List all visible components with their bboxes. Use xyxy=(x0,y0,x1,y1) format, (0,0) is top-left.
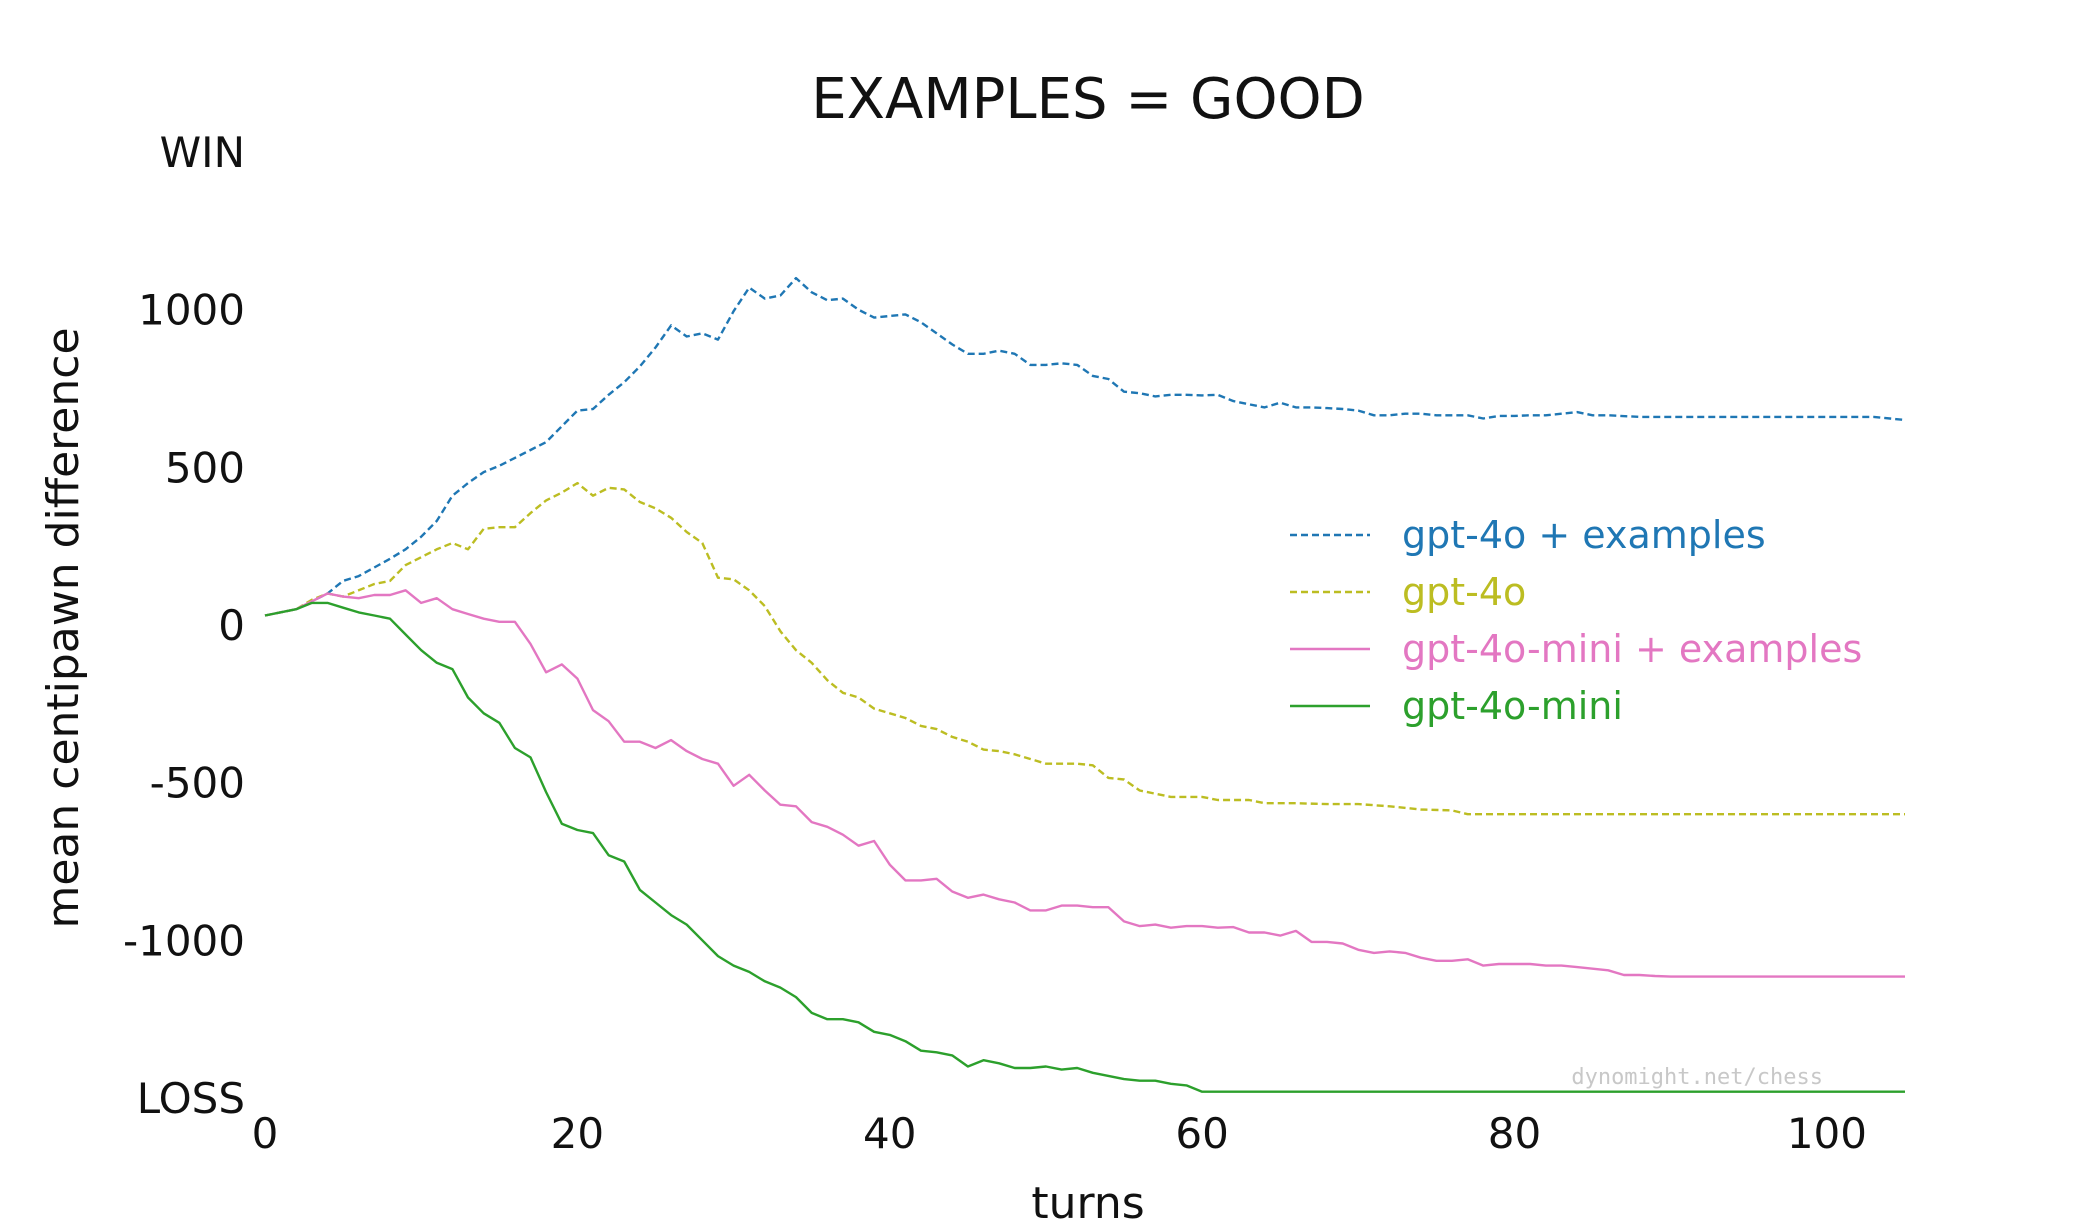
y-tick-label: -1000 xyxy=(123,916,245,965)
y-tick-label: 500 xyxy=(165,443,245,492)
series-line xyxy=(264,601,1905,1093)
legend-entry: gpt-4o + examples xyxy=(1402,513,1766,557)
x-tick-label: 60 xyxy=(1175,1109,1228,1158)
x-tick-label: 80 xyxy=(1488,1109,1541,1158)
series-line xyxy=(264,481,1905,816)
y-tick-label: 0 xyxy=(218,601,245,650)
x-tick-label: 40 xyxy=(863,1109,916,1158)
y-axis-ticks: WIN 1000 500 0 -500 -1000 LOSS xyxy=(123,128,245,1123)
x-axis-label: turns xyxy=(1031,1178,1144,1225)
series-lines xyxy=(264,276,1906,1093)
legend-entry: gpt-4o-mini xyxy=(1402,684,1623,728)
x-axis-ticks: 0 20 40 60 80 100 xyxy=(252,1109,1867,1158)
y-tick-label: 1000 xyxy=(138,286,245,335)
y-axis-label: mean centipawn difference xyxy=(38,327,89,928)
legend: gpt-4o + examples gpt-4o gpt-4o-mini + exa… xyxy=(1290,513,1862,728)
chart-title: EXAMPLES = GOOD xyxy=(811,67,1364,132)
y-tick-label: -500 xyxy=(150,759,245,808)
x-tick-label: 100 xyxy=(1787,1109,1867,1158)
x-tick-label: 20 xyxy=(551,1109,604,1158)
y-tick-label: LOSS xyxy=(137,1074,245,1123)
series-line xyxy=(264,276,1906,617)
legend-entry: gpt-4o xyxy=(1402,570,1526,614)
y-tick-label: WIN xyxy=(160,128,245,177)
x-tick-label: 0 xyxy=(252,1109,279,1158)
watermark: dynomight.net/chess xyxy=(1571,1065,1823,1090)
legend-entry: gpt-4o-mini + examples xyxy=(1402,627,1862,671)
series-line xyxy=(264,589,1905,978)
